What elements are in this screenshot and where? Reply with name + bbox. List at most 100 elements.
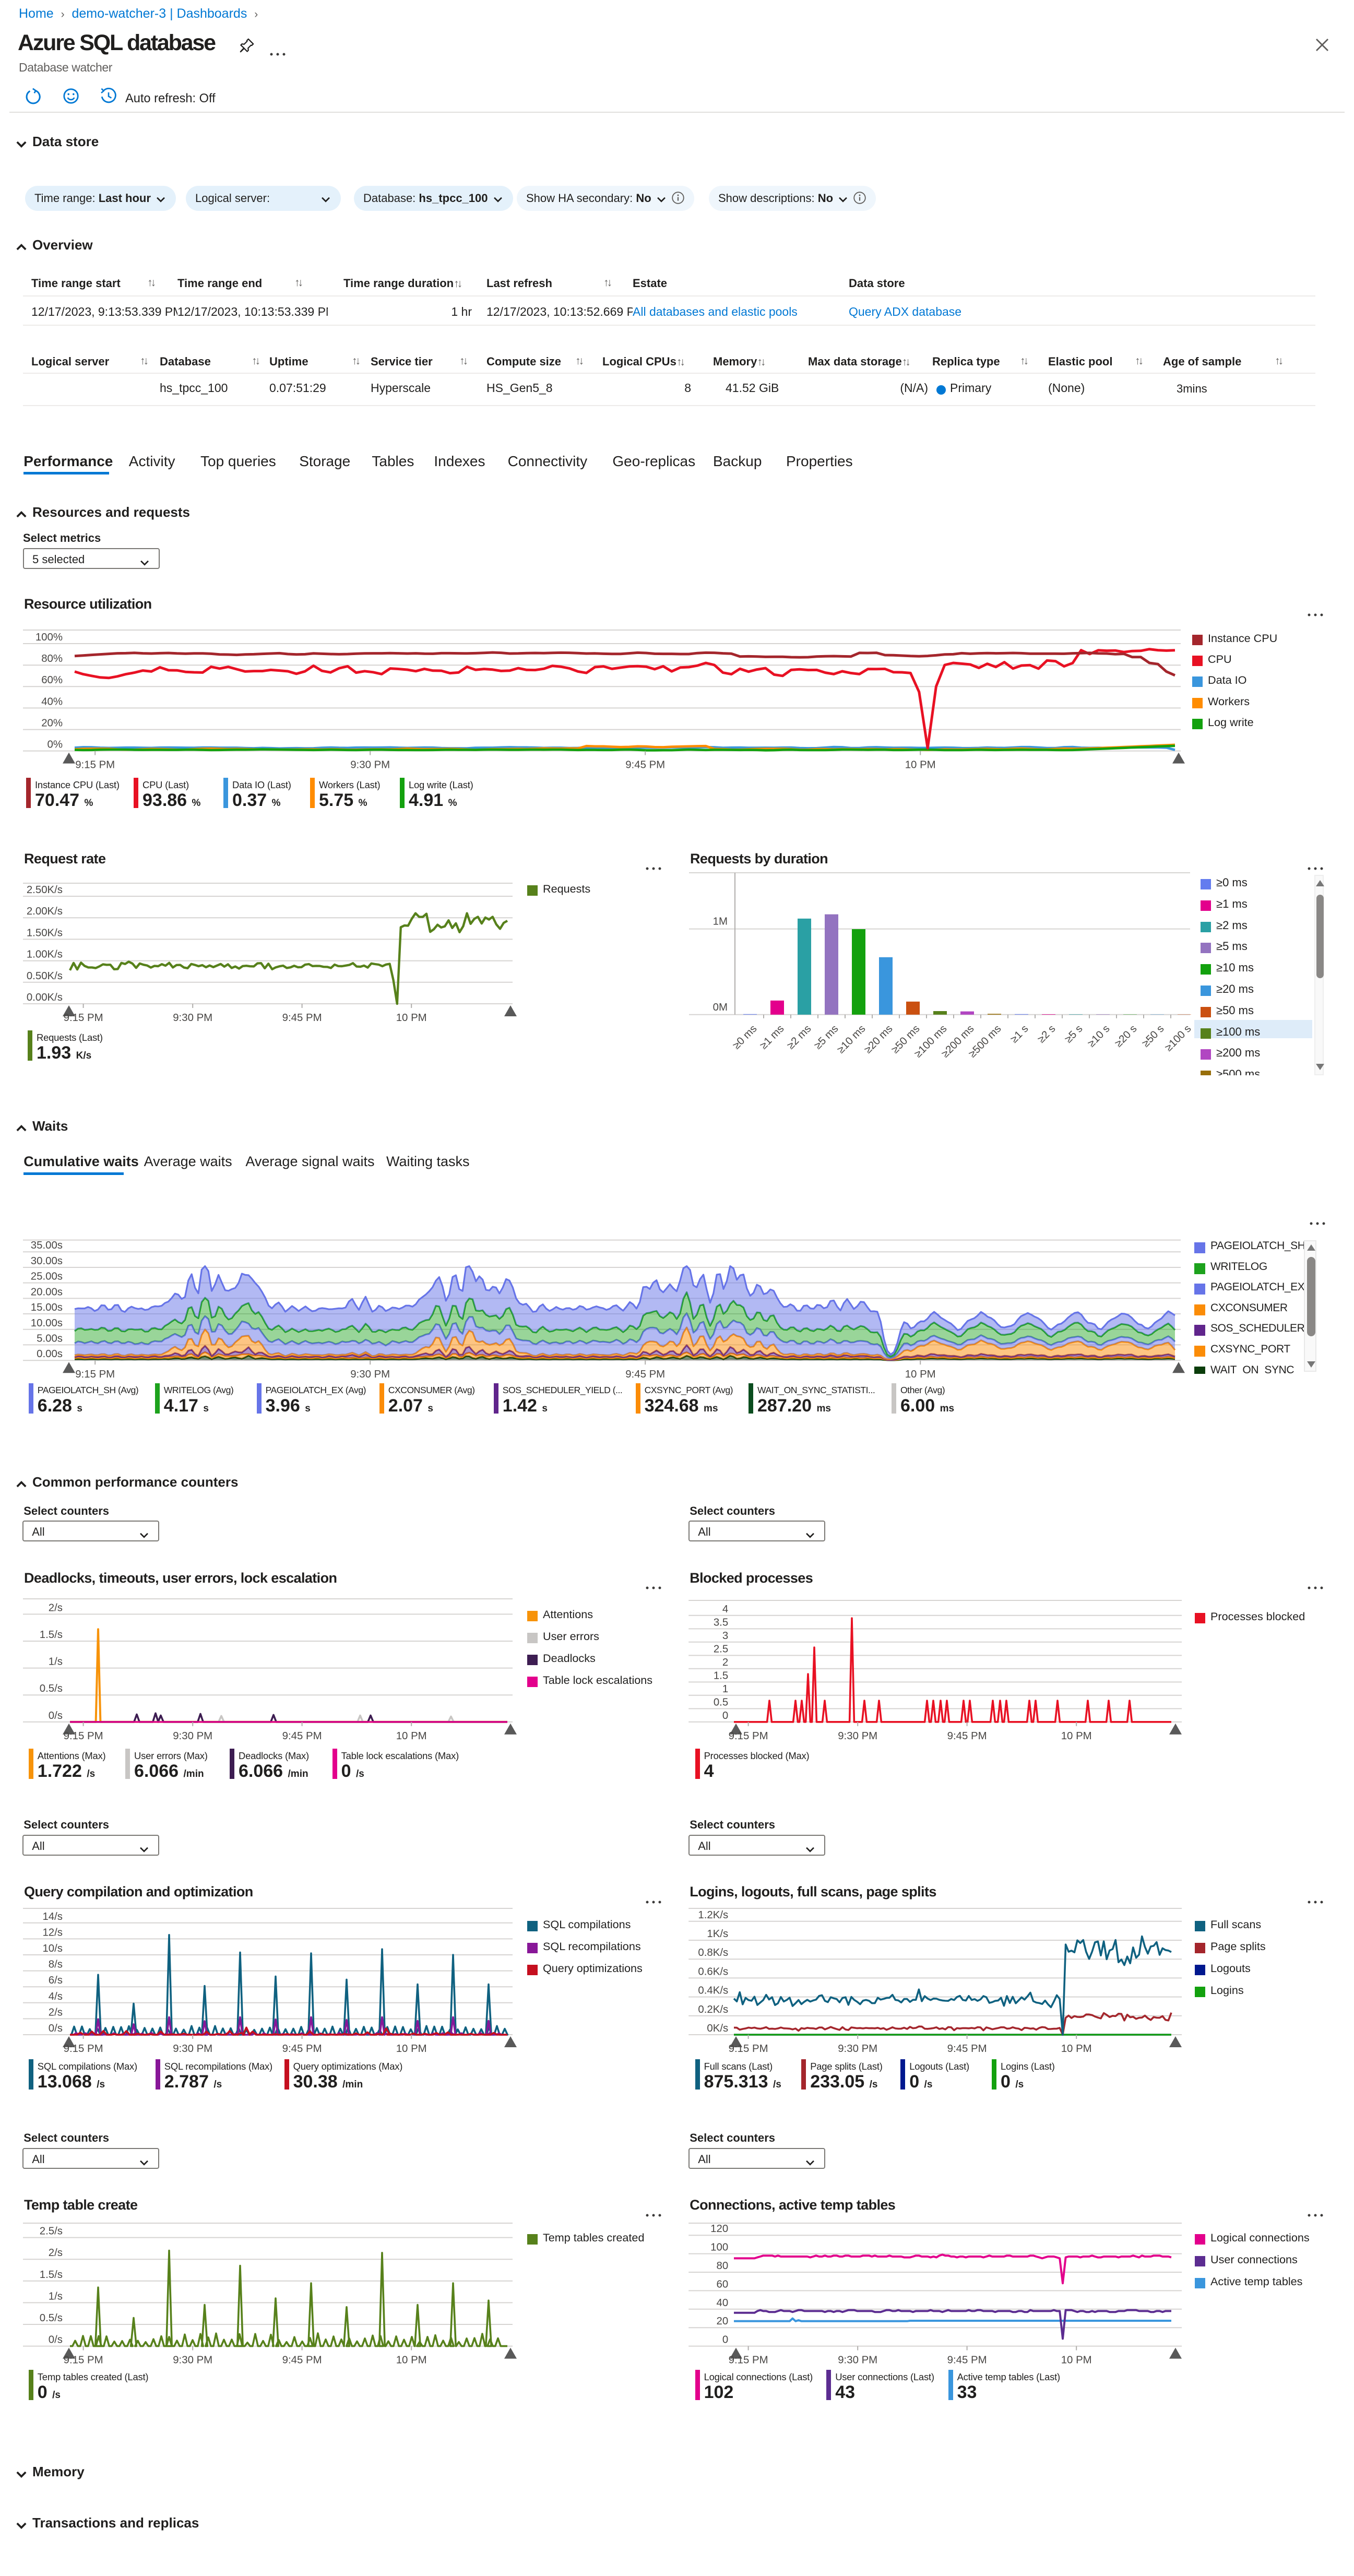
svg-text:9:30 PM: 9:30 PM (173, 1012, 212, 1024)
svg-text:10 PM: 10 PM (1061, 2043, 1092, 2055)
svg-text:80: 80 (717, 2260, 729, 2272)
svg-text:0.6K/s: 0.6K/s (698, 1966, 728, 1977)
svg-text:1K/s: 1K/s (707, 1928, 728, 1940)
svg-text:9:45 PM: 9:45 PM (625, 759, 665, 771)
svg-text:9:45 PM: 9:45 PM (282, 1012, 322, 1024)
svg-text:2.50K/s: 2.50K/s (27, 884, 63, 896)
svg-text:≥10 s: ≥10 s (1086, 1023, 1112, 1050)
svg-text:10/s: 10/s (42, 1943, 63, 1954)
svg-text:9:30 PM: 9:30 PM (173, 2355, 212, 2366)
svg-text:1/s: 1/s (49, 2290, 63, 2302)
svg-text:20.00s: 20.00s (31, 1286, 63, 1298)
svg-text:9:30 PM: 9:30 PM (838, 1730, 877, 1742)
svg-text:0M: 0M (713, 1002, 728, 1013)
svg-text:0.5/s: 0.5/s (40, 1683, 63, 1694)
svg-text:4/s: 4/s (49, 1991, 63, 2002)
svg-text:0/s: 0/s (49, 2334, 63, 2346)
svg-text:1.5: 1.5 (714, 1670, 728, 1681)
svg-text:0.5/s: 0.5/s (40, 2312, 63, 2324)
svg-text:9:15 PM: 9:15 PM (75, 759, 115, 771)
svg-text:9:15 PM: 9:15 PM (64, 2043, 103, 2055)
svg-text:2.5: 2.5 (714, 1643, 728, 1655)
svg-text:9:30 PM: 9:30 PM (173, 2043, 212, 2055)
svg-text:0: 0 (722, 1710, 728, 1722)
svg-text:8/s: 8/s (49, 1959, 63, 1970)
svg-text:1/s: 1/s (49, 1656, 63, 1668)
svg-text:≥2 ms: ≥2 ms (785, 1023, 814, 1052)
svg-text:≥20 ms: ≥20 ms (862, 1023, 895, 1056)
svg-text:35.00s: 35.00s (31, 1240, 63, 1251)
svg-text:12/s: 12/s (42, 1927, 63, 1938)
svg-text:9:30 PM: 9:30 PM (350, 1369, 390, 1380)
svg-text:30.00s: 30.00s (31, 1255, 63, 1267)
svg-text:9:45 PM: 9:45 PM (947, 1730, 987, 1742)
svg-text:1.00K/s: 1.00K/s (27, 949, 63, 960)
svg-text:9:30 PM: 9:30 PM (838, 2043, 877, 2055)
svg-text:9:45 PM: 9:45 PM (625, 1369, 665, 1380)
svg-text:≥100 s: ≥100 s (1163, 1023, 1194, 1054)
svg-text:10 PM: 10 PM (396, 1730, 427, 1742)
svg-text:60: 60 (717, 2278, 729, 2290)
svg-text:≥5 s: ≥5 s (1063, 1023, 1085, 1046)
svg-text:3.5: 3.5 (714, 1617, 728, 1628)
svg-text:2.5/s: 2.5/s (40, 2226, 63, 2237)
svg-text:0K/s: 0K/s (707, 2023, 728, 2034)
svg-text:0: 0 (722, 2334, 728, 2346)
svg-text:9:45 PM: 9:45 PM (947, 2355, 987, 2366)
svg-text:9:45 PM: 9:45 PM (282, 1730, 322, 1742)
svg-text:10 PM: 10 PM (396, 2043, 427, 2055)
svg-text:10.00s: 10.00s (31, 1317, 63, 1329)
svg-text:9:15 PM: 9:15 PM (729, 2043, 768, 2055)
svg-text:0%: 0% (47, 739, 63, 751)
svg-text:1: 1 (722, 1683, 728, 1695)
svg-text:2: 2 (722, 1657, 728, 1668)
svg-text:120: 120 (710, 2223, 728, 2235)
svg-text:0.8K/s: 0.8K/s (698, 1947, 728, 1958)
svg-text:10 PM: 10 PM (1061, 1730, 1092, 1742)
svg-text:1.50K/s: 1.50K/s (27, 927, 63, 939)
svg-text:0.2K/s: 0.2K/s (698, 2004, 728, 2015)
svg-text:0.00s: 0.00s (37, 1348, 63, 1360)
svg-text:80%: 80% (41, 653, 63, 664)
svg-text:20%: 20% (41, 718, 63, 729)
svg-text:0.4K/s: 0.4K/s (698, 1985, 728, 1997)
svg-text:1.5/s: 1.5/s (40, 1629, 63, 1641)
svg-text:≥1 ms: ≥1 ms (758, 1023, 787, 1052)
svg-text:10 PM: 10 PM (905, 759, 936, 771)
svg-text:9:15 PM: 9:15 PM (75, 1369, 115, 1380)
svg-text:10 PM: 10 PM (1061, 2355, 1092, 2366)
svg-text:9:15 PM: 9:15 PM (729, 2355, 768, 2366)
svg-text:9:15 PM: 9:15 PM (64, 1012, 103, 1024)
svg-text:3: 3 (722, 1630, 728, 1642)
svg-text:10 PM: 10 PM (396, 2355, 427, 2366)
svg-text:≥20 s: ≥20 s (1113, 1023, 1139, 1050)
svg-text:9:45 PM: 9:45 PM (282, 2043, 322, 2055)
svg-text:2.00K/s: 2.00K/s (27, 906, 63, 917)
svg-text:9:30 PM: 9:30 PM (173, 1730, 212, 1742)
svg-text:60%: 60% (41, 674, 63, 686)
svg-text:0.5: 0.5 (714, 1696, 728, 1708)
svg-text:0.50K/s: 0.50K/s (27, 970, 63, 982)
svg-text:100%: 100% (35, 632, 63, 643)
svg-text:9:15 PM: 9:15 PM (729, 1730, 768, 1742)
svg-text:6/s: 6/s (49, 1975, 63, 1986)
svg-text:4: 4 (722, 1604, 728, 1615)
svg-text:14/s: 14/s (42, 1911, 63, 1922)
svg-text:10 PM: 10 PM (396, 1012, 427, 1024)
svg-text:0/s: 0/s (49, 1710, 63, 1722)
svg-text:5.00s: 5.00s (37, 1333, 63, 1344)
svg-text:2/s: 2/s (49, 2247, 63, 2259)
svg-text:20: 20 (717, 2316, 729, 2327)
svg-text:0/s: 0/s (49, 2023, 63, 2034)
svg-text:100: 100 (710, 2242, 728, 2253)
svg-text:1.5/s: 1.5/s (40, 2269, 63, 2281)
svg-text:9:15 PM: 9:15 PM (64, 1730, 103, 1742)
svg-text:≥1 s: ≥1 s (1008, 1023, 1031, 1046)
svg-text:9:45 PM: 9:45 PM (282, 2355, 322, 2366)
svg-text:9:30 PM: 9:30 PM (350, 759, 390, 771)
svg-text:≥0 ms: ≥0 ms (731, 1023, 759, 1052)
svg-text:0.00K/s: 0.00K/s (27, 992, 63, 1003)
svg-text:9:45 PM: 9:45 PM (947, 2043, 987, 2055)
svg-text:9:15 PM: 9:15 PM (64, 2355, 103, 2366)
svg-text:2/s: 2/s (49, 2007, 63, 2018)
